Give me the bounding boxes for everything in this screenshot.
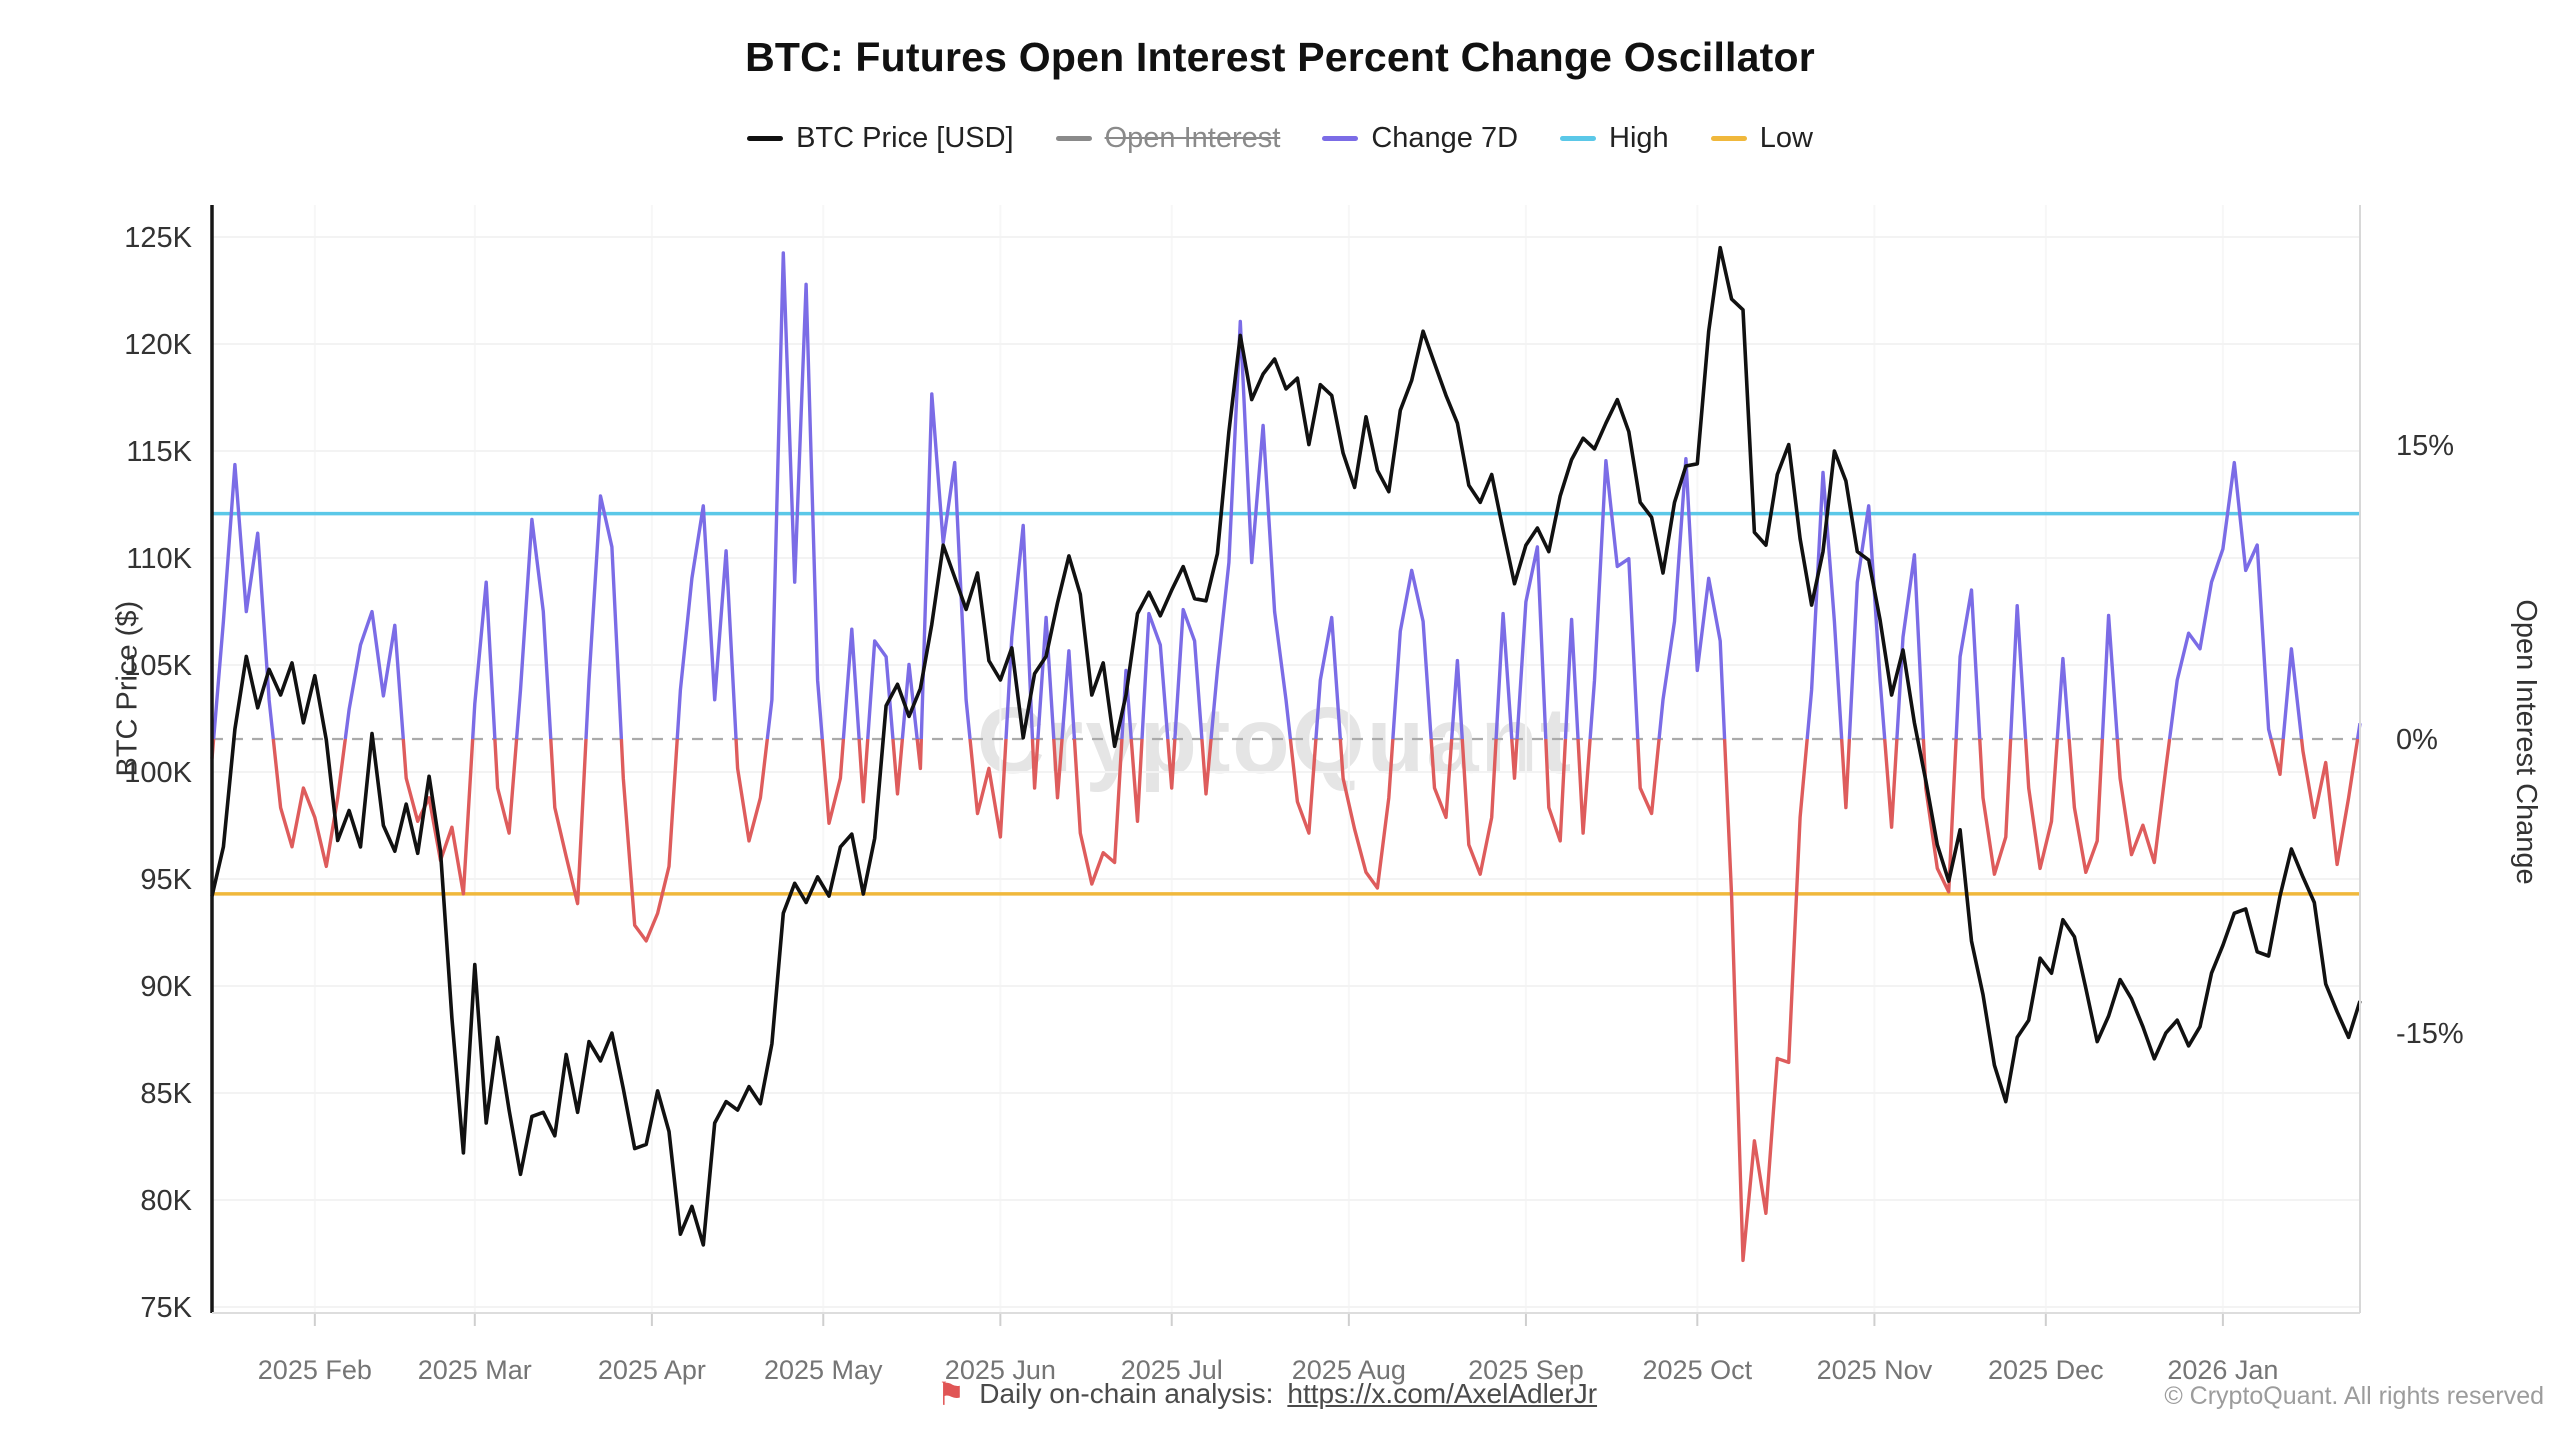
page-title: BTC: Futures Open Interest Percent Chang…	[745, 34, 1815, 80]
right-axis-title: Open Interest Change	[2510, 599, 2542, 885]
y-tick-label-left: 90K	[140, 971, 192, 1003]
legend-item-low[interactable]: Low	[1710, 122, 1813, 155]
footer-link[interactable]: https://x.com/AxelAdlerJr	[1287, 1378, 1598, 1409]
legend-item-high[interactable]: High	[1560, 122, 1669, 155]
change-7d-series-positive	[211, 251, 2362, 739]
legend-dash-icon	[1055, 136, 1092, 141]
y-tick-label-left: 115K	[126, 436, 192, 468]
x-tick-label: 2025 Apr	[598, 1355, 706, 1385]
x-tick-label: 2026 Jan	[2167, 1355, 2278, 1385]
legend-label: Low	[1759, 122, 1813, 154]
x-tick-label: 2025 May	[764, 1355, 883, 1385]
legend-item-btc-price-usd-[interactable]: BTC Price [USD]	[747, 122, 1014, 155]
y-tick-label-right: 0%	[2396, 724, 2438, 756]
change-7d-series-negative	[210, 739, 2360, 1263]
footer-copyright: © CryptoQuant. All rights reserved	[2164, 1382, 2544, 1410]
y-tick-label-left: 105K	[124, 650, 192, 682]
x-tick-label: 2025 Aug	[1292, 1355, 1406, 1385]
x-tick-label: 2025 Jul	[1121, 1355, 1223, 1385]
x-tick-label: 2025 Oct	[1643, 1355, 1753, 1385]
y-tick-label-right: -15%	[2396, 1018, 2464, 1050]
y-tick-label-right: 15%	[2396, 430, 2454, 462]
legend-dash-icon	[1322, 136, 1359, 141]
x-tick-label: 2025 Dec	[1988, 1355, 2104, 1385]
y-tick-label-left: 80K	[140, 1185, 192, 1217]
x-tick-label: 2025 Nov	[1817, 1355, 1933, 1385]
y-tick-label-left: 95K	[140, 864, 192, 896]
legend-dash-icon	[1560, 136, 1597, 141]
legend-label: High	[1609, 122, 1669, 154]
legend-label: Change 7D	[1371, 122, 1519, 154]
footer-note: Daily on-chain analysis:	[979, 1378, 1274, 1409]
y-tick-label-left: 85K	[140, 1078, 192, 1110]
x-tick-label: 2025 Sep	[1468, 1355, 1584, 1385]
btc-price-series	[210, 245, 2362, 1247]
legend-item-open-interest[interactable]: Open Interest	[1055, 122, 1281, 155]
legend-dash-icon	[1710, 136, 1747, 141]
x-tick-label: 2025 Jun	[945, 1355, 1056, 1385]
legend-item-change-7d[interactable]: Change 7D	[1322, 122, 1518, 155]
y-tick-label-left: 110K	[126, 543, 192, 575]
legend-dash-icon	[747, 136, 784, 141]
legend-label: BTC Price [USD]	[796, 122, 1014, 154]
chart-legend: BTC Price [USD] Open Interest Change 7D Hig…	[0, 122, 2560, 155]
flag-icon: ⚑	[936, 1376, 966, 1412]
y-tick-label-left: 125K	[124, 222, 192, 254]
x-tick-label: 2025 Feb	[258, 1355, 372, 1385]
y-tick-label-left: 75K	[140, 1292, 192, 1324]
x-tick-label: 2025 Mar	[418, 1355, 532, 1385]
y-tick-label-left: 100K	[124, 757, 192, 789]
legend-label: Open Interest	[1104, 122, 1281, 154]
footer: ⚑ Daily on-chain analysis: https://x.com…	[0, 1378, 2560, 1426]
footer-analysis: ⚑ Daily on-chain analysis: https://x.com…	[937, 1378, 1597, 1410]
y-tick-label-left: 120K	[124, 329, 192, 361]
